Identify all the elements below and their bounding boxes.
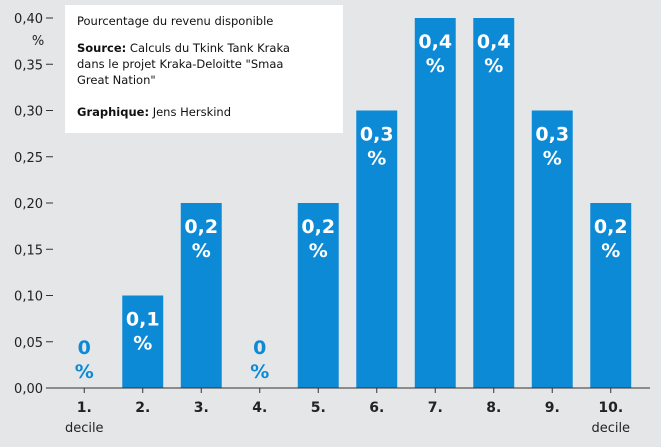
bar	[356, 110, 398, 388]
x-tick-label: 8.	[486, 400, 501, 416]
bar	[122, 295, 164, 388]
x-tick-label: 6.	[369, 400, 384, 416]
bars: 0%0,1%0,2%0%0,2%0,3%0,4%0,4%0,3%0,2%	[75, 18, 632, 388]
data-label-unit: %	[133, 333, 152, 355]
y-tick-label: 0,05	[14, 336, 43, 351]
data-label-value: 0,3	[535, 124, 569, 146]
data-label-value: 0	[78, 337, 91, 359]
x-tick-label: 10.	[598, 400, 623, 416]
info-box-source-line-2: dans le projet Kraka-Deloitte "Smaa	[77, 57, 283, 71]
source-label: Source:	[77, 41, 126, 55]
y-tick-label: 0,00	[14, 382, 43, 397]
data-label-value: 0,4	[418, 31, 452, 53]
x-tick-label: 1.	[77, 400, 92, 416]
info-box-source-line-3: Great Nation"	[77, 73, 156, 87]
y-tick-label: 0,30	[14, 105, 43, 120]
info-box-source: Source: Calculs du Tkink Tank Kraka	[77, 41, 290, 55]
data-label-unit: %	[484, 55, 503, 77]
x-sublabel-first: decile	[65, 421, 104, 436]
data-label-unit: %	[309, 240, 328, 262]
graphic-label: Graphique:	[77, 105, 149, 119]
graphic-name: Jens Herskind	[149, 105, 231, 119]
y-tick-label: 0,10	[14, 290, 43, 305]
y-tick-label: 0,35	[14, 58, 43, 73]
bar	[590, 203, 632, 388]
data-label-value: 0,2	[184, 216, 218, 238]
y-axis: 0,00 0,05 0,10 0,15 0,20 0,25 0,30 0,35 0,40%	[14, 12, 53, 397]
x-tick-label: 3.	[194, 400, 209, 416]
bar	[297, 203, 339, 388]
data-label-unit: %	[543, 148, 562, 170]
data-label-unit: %	[601, 240, 620, 262]
data-label-value: 0,1	[126, 309, 160, 331]
data-label-value: 0,3	[360, 124, 394, 146]
bar	[531, 110, 573, 388]
info-box-graphic: Graphique: Jens Herskind	[77, 105, 231, 119]
y-tick-label: 0,20	[14, 197, 43, 212]
y-tick-label: 0,40	[14, 12, 43, 27]
x-tick-label: 5.	[311, 400, 326, 416]
data-label-unit: %	[192, 240, 211, 262]
bar	[414, 18, 456, 388]
bar	[473, 18, 515, 388]
y-axis-unit-label: %	[32, 34, 44, 49]
data-label-unit: %	[250, 361, 269, 383]
x-tick-label: 7.	[428, 400, 443, 416]
y-tick-label: 0,25	[14, 151, 43, 166]
x-axis-labels: 1. 2. 3. 4. 5. 6. 7. 8. 9. 10. decile decile	[65, 388, 630, 436]
y-tick-label: 0,15	[14, 243, 43, 258]
data-label-value: 0,2	[301, 216, 335, 238]
info-box-background	[65, 5, 343, 133]
info-box: Pourcentage du revenu disponible Source:…	[65, 5, 343, 133]
source-line-1: Calculs du Tkink Tank Kraka	[126, 41, 290, 55]
data-label-value: 0,2	[594, 216, 628, 238]
bar	[180, 203, 222, 388]
data-label-unit: %	[426, 55, 445, 77]
x-tick-label: 9.	[545, 400, 560, 416]
data-label-unit: %	[75, 361, 94, 383]
data-label-unit: %	[367, 148, 386, 170]
x-sublabel-last: decile	[591, 421, 630, 436]
x-tick-label: 4.	[252, 400, 267, 416]
x-tick-label: 2.	[135, 400, 150, 416]
data-label-value: 0,4	[477, 31, 511, 53]
data-label-value: 0	[253, 337, 266, 359]
info-box-title: Pourcentage du revenu disponible	[77, 14, 273, 28]
